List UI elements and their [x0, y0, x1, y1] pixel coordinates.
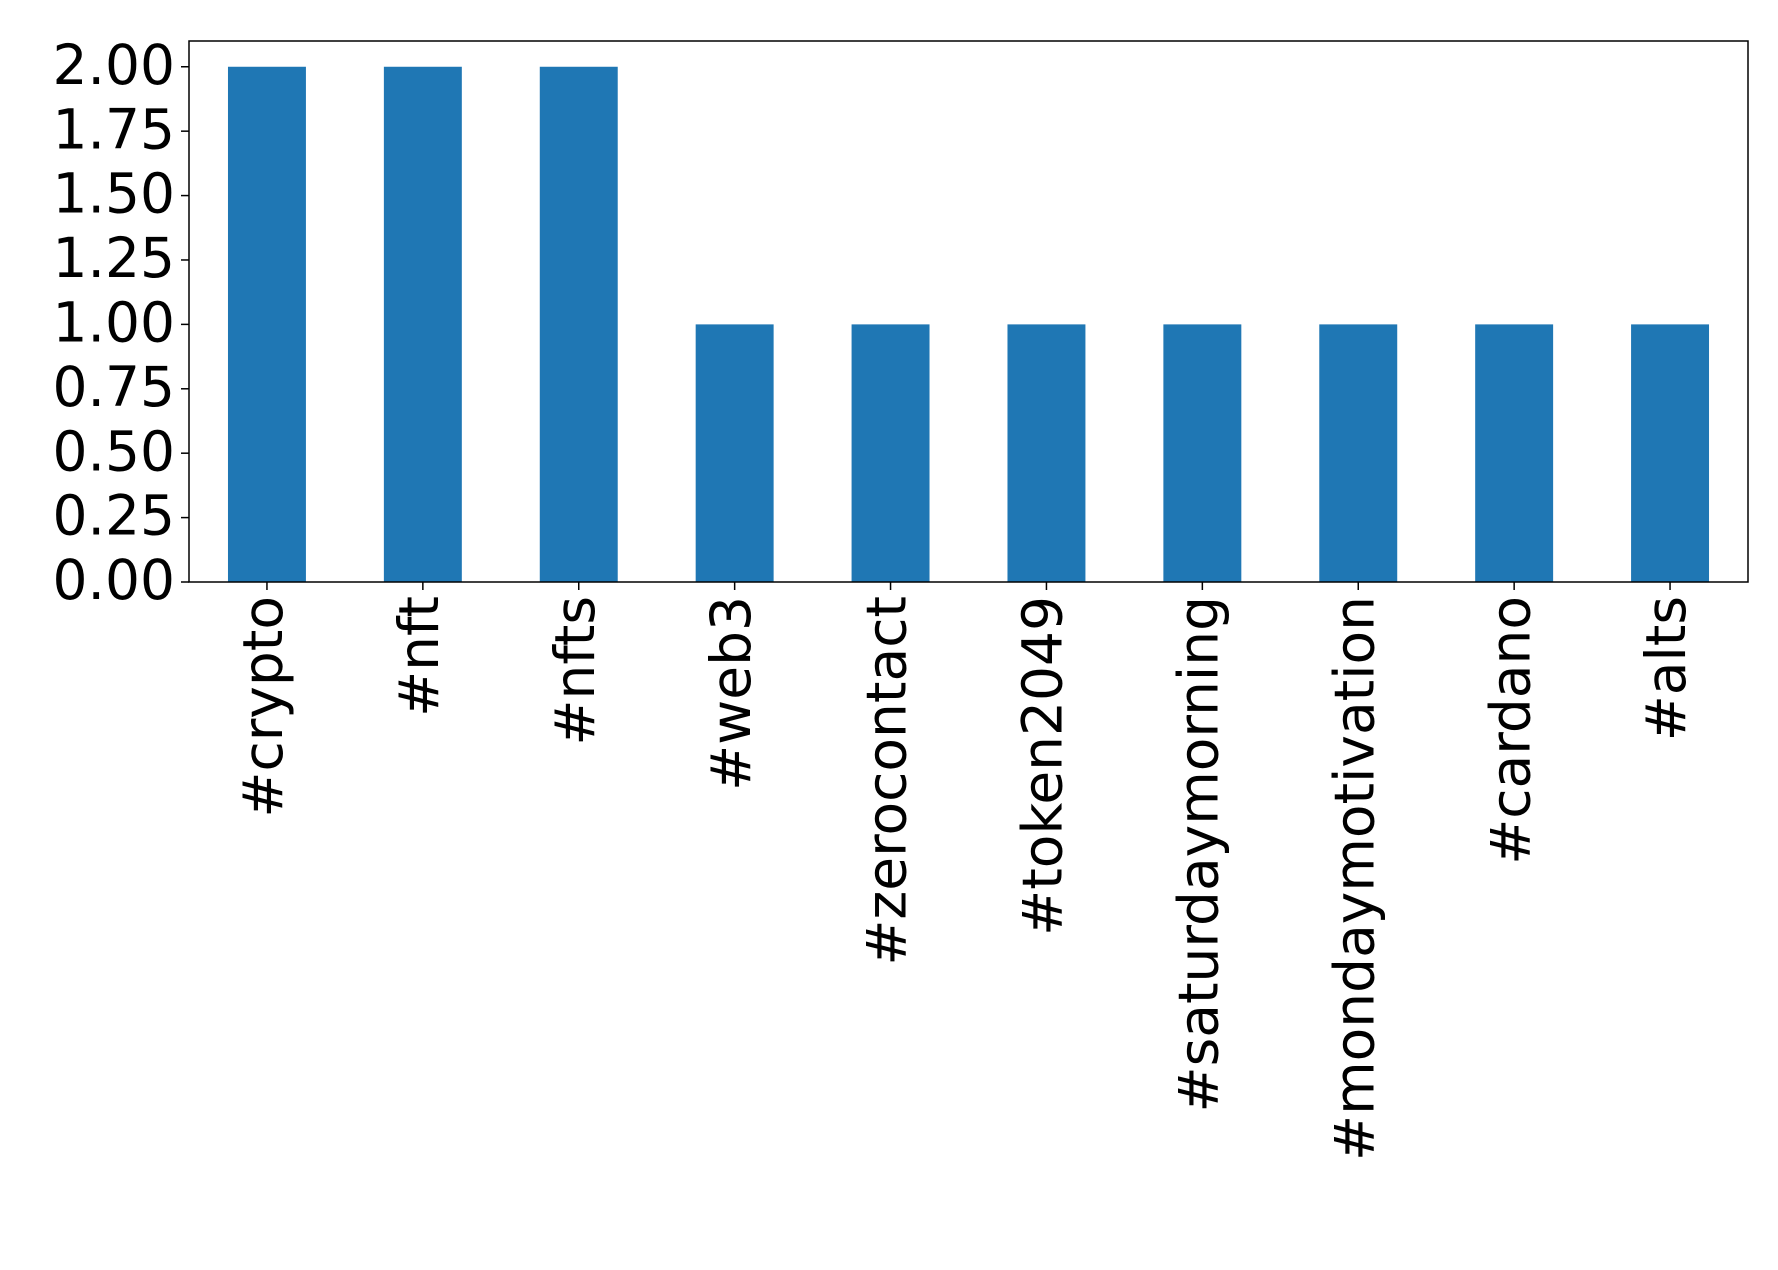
bar: [383, 66, 462, 582]
bar: [1319, 324, 1398, 582]
x-tick-label: #saturdaymorning: [1166, 596, 1230, 1112]
y-tick-label: 0.50: [53, 419, 175, 483]
y-tick-label: 0.75: [53, 355, 175, 419]
y-tick-label: 1.25: [53, 226, 175, 290]
x-tick-label: #cardano: [1478, 596, 1542, 865]
y-tick-label: 1.50: [53, 162, 175, 226]
x-tick-label: #mondaymotivation: [1322, 596, 1386, 1161]
x-tick-label: #alts: [1634, 596, 1698, 741]
x-tick-label: #nft: [387, 596, 451, 717]
y-tick-label: 0.25: [53, 484, 175, 548]
y-tick-label: 1.00: [53, 291, 175, 355]
bar: [851, 324, 930, 582]
x-tick-label: #nfts: [543, 596, 607, 746]
y-tick-label: 0.00: [53, 548, 175, 612]
bar: [1475, 324, 1554, 582]
bar: [539, 66, 618, 582]
x-tick-label: #zerocontact: [855, 596, 919, 966]
x-tick-label: #web3: [699, 596, 763, 791]
y-tick-label: 2.00: [53, 33, 175, 97]
x-tick-label: #crypto: [231, 596, 295, 818]
plot-frame: [188, 40, 1749, 583]
bar: [1163, 324, 1242, 582]
y-tick-label: 1.75: [53, 97, 175, 161]
bar: [1007, 324, 1086, 582]
x-tick-label: #token2049: [1011, 596, 1075, 936]
bar: [695, 324, 774, 582]
bar: [227, 66, 306, 582]
bar: [1631, 324, 1710, 582]
